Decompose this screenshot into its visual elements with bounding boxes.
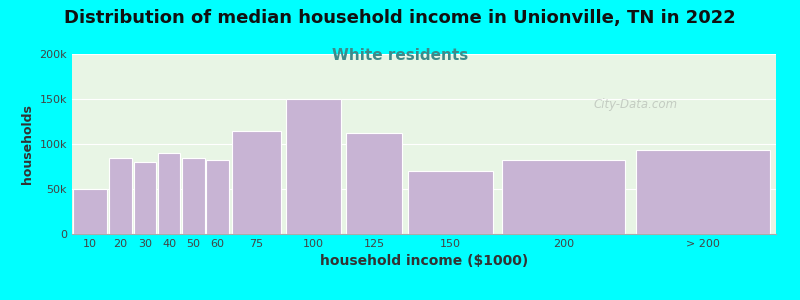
Bar [182, 158, 205, 234]
Bar [74, 189, 107, 234]
Bar [110, 158, 132, 234]
Bar [232, 130, 281, 234]
Text: White residents: White residents [332, 48, 468, 63]
Text: Distribution of median household income in Unionville, TN in 2022: Distribution of median household income … [64, 9, 736, 27]
Bar [134, 162, 156, 234]
Bar [158, 153, 180, 234]
Bar [502, 160, 625, 234]
Bar [346, 133, 402, 234]
Bar [636, 150, 770, 234]
Text: City-Data.com: City-Data.com [593, 98, 678, 111]
Bar [286, 99, 342, 234]
Bar [206, 160, 229, 234]
Y-axis label: households: households [21, 104, 34, 184]
X-axis label: household income ($1000): household income ($1000) [320, 254, 528, 268]
Bar [408, 171, 493, 234]
